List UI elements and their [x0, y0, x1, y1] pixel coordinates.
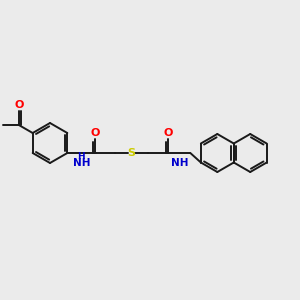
Text: S: S: [127, 148, 135, 158]
Text: O: O: [91, 128, 100, 138]
Text: NH: NH: [73, 158, 90, 168]
Text: O: O: [14, 100, 23, 110]
Text: O: O: [164, 128, 173, 138]
Text: NH: NH: [171, 158, 188, 168]
Text: H: H: [77, 152, 85, 161]
